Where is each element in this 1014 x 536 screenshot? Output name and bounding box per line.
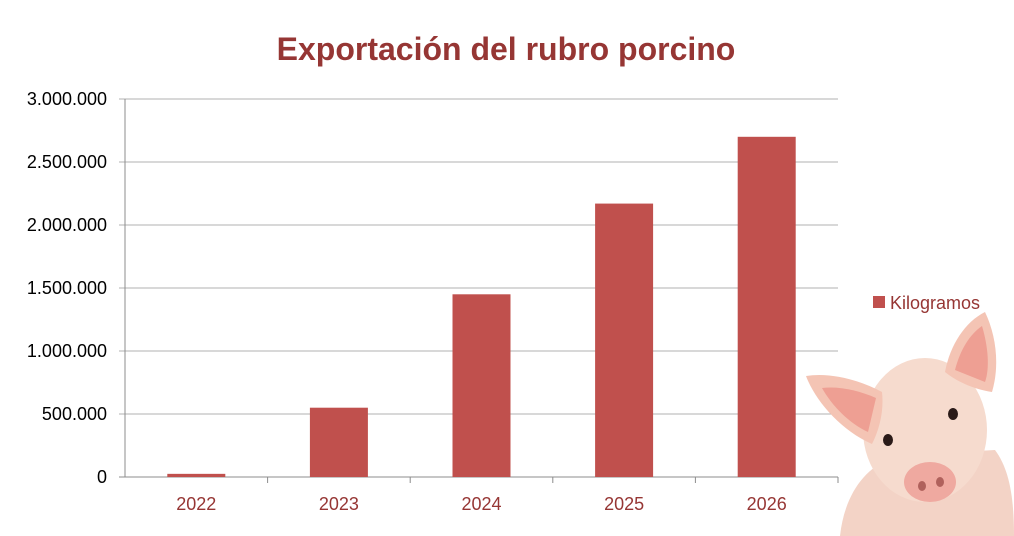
x-tick-label: 2024	[461, 494, 501, 514]
bar-2026	[737, 136, 796, 478]
bar-2023	[309, 407, 368, 477]
bars	[167, 136, 796, 478]
chart-title: Exportación del rubro porcino	[277, 31, 736, 67]
bar-2025	[595, 203, 654, 477]
x-axis-tick-labels: 2022 2023 2024 2025 2026	[176, 494, 786, 514]
y-tick-label: 2.500.000	[27, 152, 107, 172]
gridlines	[119, 98, 839, 483]
bar-2024	[452, 294, 511, 477]
x-tick-label: 2026	[747, 494, 787, 514]
x-tick-label: 2025	[604, 494, 644, 514]
y-tick-label: 0	[97, 467, 107, 487]
y-tick-label: 500.000	[42, 404, 107, 424]
y-tick-label: 2.000.000	[27, 215, 107, 235]
bar-2022	[167, 473, 226, 477]
y-tick-label: 1.000.000	[27, 341, 107, 361]
y-tick-label: 3.000.000	[27, 89, 107, 109]
legend-label: Kilogramos	[890, 293, 980, 313]
y-axis-tick-labels: 0 500.000 1.000.000 1.500.000 2.000.000 2.500…	[27, 89, 107, 487]
legend-swatch	[873, 296, 885, 308]
y-tick-label: 1.500.000	[27, 278, 107, 298]
pig-icon	[806, 312, 1014, 536]
x-tick-label: 2022	[176, 494, 216, 514]
legend: Kilogramos	[873, 293, 980, 313]
x-tick-label: 2023	[319, 494, 359, 514]
